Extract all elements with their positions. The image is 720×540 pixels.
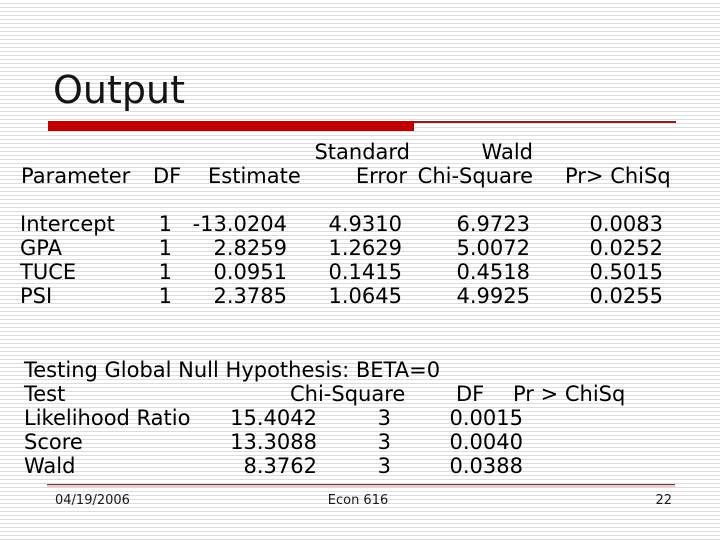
title-underline-thin-line	[414, 121, 676, 123]
cell-test: Wald	[24, 454, 76, 478]
cell-estimate: 2.3785	[213, 284, 287, 308]
cell-df: 1	[158, 284, 172, 308]
table-row: TUCE 1 0.0951 0.1415 0.4518 0.5015	[0, 260, 720, 284]
cell-wald-chi-square: 6.9723	[456, 212, 530, 236]
page-title: Output	[53, 68, 185, 112]
table-row: PSI 1 2.3785 1.0645 4.9925 0.0255	[0, 284, 720, 308]
cell-test: Score	[24, 430, 83, 454]
table-row: Score 13.3088 3 0.0040	[0, 430, 720, 454]
cell-estimate: 2.8259	[213, 236, 287, 260]
cell-parameter: TUCE	[20, 260, 77, 284]
header-estimate: Estimate	[208, 164, 301, 188]
cell-df: 3	[377, 454, 391, 478]
header-chi-square: Chi-Square	[417, 164, 533, 188]
cell-pr-chisq: 0.0015	[449, 406, 523, 430]
table-row: Intercept 1 -13.0204 4.9310 6.9723 0.008…	[0, 212, 720, 236]
cell-pr-chisq: 0.5015	[589, 260, 663, 284]
cell-pr-chisq: 0.0255	[589, 284, 663, 308]
cell-estimate: -13.0204	[192, 212, 287, 236]
header-wald: Wald	[481, 140, 533, 164]
cell-estimate: 0.0951	[213, 260, 287, 284]
cell-test: Likelihood Ratio	[24, 406, 191, 430]
cell-df: 1	[158, 212, 172, 236]
table-row: Wald 8.3762 3 0.0388	[0, 454, 720, 478]
cell-parameter: GPA	[20, 236, 62, 260]
table-row: Likelihood Ratio 15.4042 3 0.0015	[0, 406, 720, 430]
cell-std-error: 1.0645	[328, 284, 402, 308]
header-df: DF	[153, 164, 182, 188]
cell-wald-chi-square: 4.9925	[456, 284, 530, 308]
param-table-header-row-2: Parameter DF Estimate Error Chi-Square P…	[0, 164, 720, 188]
cell-parameter: PSI	[20, 284, 53, 308]
cell-chi-square: 13.3088	[230, 430, 317, 454]
header-error: Error	[355, 164, 407, 188]
cell-std-error: 0.1415	[328, 260, 402, 284]
cell-df: 3	[377, 430, 391, 454]
cell-pr-chisq: 0.0040	[449, 430, 523, 454]
cell-std-error: 4.9310	[328, 212, 402, 236]
cell-parameter: Intercept	[20, 212, 115, 236]
footer-date: 04/19/2006	[55, 493, 130, 508]
global-null-title: Testing Global Null Hypothesis: BETA=0	[24, 358, 441, 382]
title-underline-bar	[48, 121, 414, 131]
param-table-header-row-1: Standard Wald	[0, 140, 720, 164]
cell-std-error: 1.2629	[328, 236, 402, 260]
footer-course: Econ 616	[327, 493, 389, 508]
table-row: GPA 1 2.8259 1.2629 5.0072 0.0252	[0, 236, 720, 260]
footer-page-number: 22	[655, 493, 672, 508]
header-chi-square: Chi-Square	[290, 382, 406, 406]
cell-pr-chisq: 0.0388	[449, 454, 523, 478]
header-pr-chisq: Pr> ChiSq	[565, 164, 671, 188]
footer-rule	[47, 484, 675, 487]
header-df: DF	[456, 382, 485, 406]
cell-df: 3	[377, 406, 391, 430]
cell-chi-square: 15.4042	[230, 406, 317, 430]
global-null-title-row: Testing Global Null Hypothesis: BETA=0	[0, 358, 720, 382]
header-parameter: Parameter	[21, 164, 131, 188]
global-null-header-row: Test Chi-Square DF Pr > ChiSq	[0, 382, 720, 406]
cell-pr-chisq: 0.0252	[589, 236, 663, 260]
cell-df: 1	[158, 260, 172, 284]
cell-wald-chi-square: 0.4518	[456, 260, 530, 284]
header-pr-chisq: Pr > ChiSq	[513, 382, 626, 406]
cell-wald-chi-square: 5.0072	[456, 236, 530, 260]
header-test: Test	[24, 382, 66, 406]
cell-chi-square: 8.3762	[243, 454, 317, 478]
cell-df: 1	[158, 236, 172, 260]
cell-pr-chisq: 0.0083	[589, 212, 663, 236]
header-standard: Standard	[314, 140, 410, 164]
